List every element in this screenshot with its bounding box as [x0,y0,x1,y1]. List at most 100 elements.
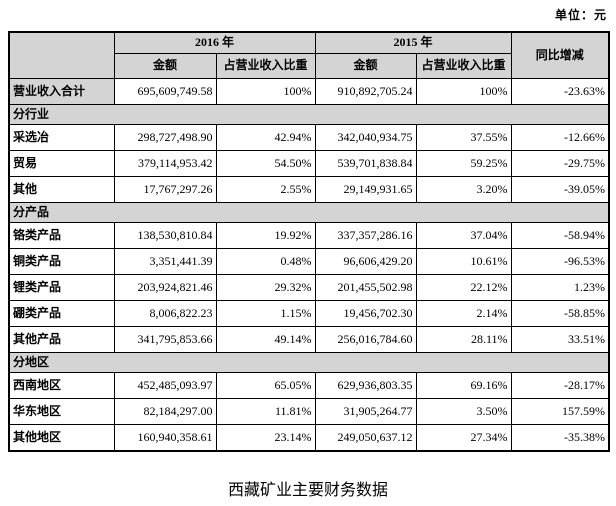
amount-2015: 96,606,429.20 [314,248,417,275]
table-row: 其他 17,767,297.26 2.55% 29,149,931.65 3.2… [8,176,610,203]
amount-2015: 256,016,784.60 [314,326,417,353]
ratio-2016: 0.48% [215,248,316,275]
amount-2016-header: 金额 [113,53,217,79]
table-row-total: 营业收入合计 695,609,749.58 100% 910,892,705.2… [8,78,610,105]
table-row: 华东地区 82,184,297.00 11.81% 31,905,264.77 … [8,398,610,425]
amount-2015: 29,149,931.65 [314,176,417,203]
yoy-change: -29.75% [510,150,610,177]
ratio-2016: 2.55% [215,176,316,203]
ratio-2016: 23.14% [215,424,316,452]
yoy-change: 157.59% [510,398,610,425]
section-title: 分地区 [8,352,610,373]
amount-2016: 203,924,821.46 [113,274,217,301]
yoy-change: -58.94% [510,222,610,249]
table-row: 其他地区 160,940,358.61 23.14% 249,050,637.1… [8,424,610,452]
yoy-change: -23.63% [510,78,610,105]
ratio-2016: 1.15% [215,300,316,327]
amount-2015: 629,936,803.35 [314,372,417,399]
amount-2015: 910,892,705.24 [314,78,417,105]
ratio-2016: 49.14% [215,326,316,353]
table-row: 锂类产品 203,924,821.46 29.32% 201,455,502.9… [8,274,610,301]
row-label: 采选冶 [8,124,115,151]
ratio-2016: 19.92% [215,222,316,249]
section-title: 分产品 [8,202,610,223]
amount-2016: 452,485,093.97 [113,372,217,399]
header-row-years: 2016 年 2015 年 同比增减 [8,31,610,79]
table-caption: 西藏矿业主要财务数据 [227,480,388,499]
ratio-2016: 29.32% [215,274,316,301]
yoy-change: -39.05% [510,176,610,203]
amount-2016: 341,795,853.66 [113,326,217,353]
ratio-2015: 100% [415,78,512,105]
amount-2016: 379,114,953.42 [113,150,217,177]
ratio-2015: 37.55% [415,124,512,151]
ratio-2015: 28.11% [415,326,512,353]
ratio-2016: 42.94% [215,124,316,151]
table-row: 贸易 379,114,953.42 54.50% 539,701,838.84 … [8,150,610,177]
yoy-change: 33.51% [510,326,610,353]
header-row-columns: 金额 占营业收入比重 金额 占营业收入比重 [9,53,609,79]
amount-2016: 3,351,441.39 [113,248,217,275]
ratio-2016: 100% [215,78,316,105]
amount-2015: 31,905,264.77 [314,398,417,425]
row-label: 华东地区 [8,398,115,425]
amount-2016: 160,940,358.61 [113,424,217,452]
section-row-product: 分产品 [8,202,610,223]
amount-2015: 337,357,286.16 [314,222,417,249]
row-label: 其他产品 [8,326,115,353]
ratio-2015-header: 占营业收入比重 [415,53,512,79]
amount-2016: 82,184,297.00 [113,398,217,425]
row-label: 其他 [8,176,115,203]
yoy-change: -35.38% [510,424,610,452]
amount-2015: 19,456,702.30 [314,300,417,327]
ratio-2016: 54.50% [215,150,316,177]
table-row: 铬类产品 138,530,810.84 19.92% 337,357,286.1… [8,222,610,249]
table-row: 铜类产品 3,351,441.39 0.48% 96,606,429.20 10… [8,248,610,275]
row-label: 贸易 [8,150,115,177]
row-label: 营业收入合计 [8,78,115,105]
ratio-2015: 10.61% [415,248,512,275]
unit-label: 单位：元 [554,8,607,22]
yoy-change: -12.66% [510,124,610,151]
ratio-2015: 3.20% [415,176,512,203]
ratio-2015: 27.34% [415,424,512,452]
yoy-change: 1.23% [510,274,610,301]
ratio-2015: 2.14% [415,300,512,327]
yoy-change: -28.17% [510,372,610,399]
amount-2016: 8,006,822.23 [113,300,217,327]
amount-2015-header: 金额 [314,53,417,79]
section-row-industry: 分行业 [8,104,610,125]
amount-2015: 342,040,934.75 [314,124,417,151]
year-2015-header: 2015 年 [314,31,512,54]
row-label: 其他地区 [8,424,115,452]
row-label: 铜类产品 [8,248,115,275]
ratio-2016: 65.05% [215,372,316,399]
amount-2015: 249,050,637.12 [314,424,417,452]
table-row: 西南地区 452,485,093.97 65.05% 629,936,803.3… [8,372,610,399]
yoy-change: -58.85% [510,300,610,327]
table-row: 硼类产品 8,006,822.23 1.15% 19,456,702.30 2.… [8,300,610,327]
ratio-2015: 3.50% [415,398,512,425]
yoy-change: -96.53% [510,248,610,275]
row-label: 铬类产品 [8,222,115,249]
yoy-header: 同比增减 [510,31,610,79]
amount-2015: 539,701,838.84 [314,150,417,177]
row-label: 硼类产品 [8,300,115,327]
amount-2015: 201,455,502.98 [314,274,417,301]
year-2016-header: 2016 年 [113,31,316,54]
corner-cell [8,31,115,79]
amount-2016: 298,727,498.90 [113,124,217,151]
ratio-2015: 22.12% [415,274,512,301]
row-label: 锂类产品 [8,274,115,301]
ratio-2015: 69.16% [415,372,512,399]
section-title: 分行业 [8,104,610,125]
ratio-2016-header: 占营业收入比重 [215,53,316,79]
ratio-2016: 11.81% [215,398,316,425]
amount-2016: 695,609,749.58 [113,78,217,105]
row-label: 西南地区 [8,372,115,399]
amount-2016: 17,767,297.26 [113,176,217,203]
table-row: 其他产品 341,795,853.66 49.14% 256,016,784.6… [8,326,610,353]
ratio-2015: 59.25% [415,150,512,177]
ratio-2015: 37.04% [415,222,512,249]
